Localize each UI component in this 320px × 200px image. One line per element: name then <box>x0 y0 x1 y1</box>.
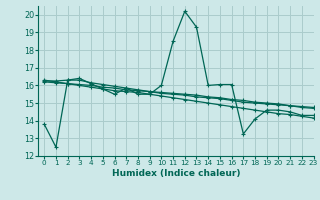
X-axis label: Humidex (Indice chaleur): Humidex (Indice chaleur) <box>112 169 240 178</box>
